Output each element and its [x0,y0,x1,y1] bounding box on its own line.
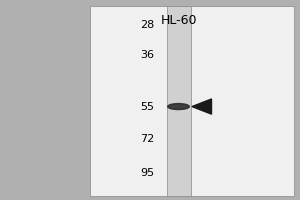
FancyBboxPatch shape [90,6,294,196]
Text: 28: 28 [140,20,154,30]
Text: HL-60: HL-60 [160,14,197,27]
Text: 36: 36 [140,50,154,60]
Text: 55: 55 [140,102,154,112]
Text: 95: 95 [140,168,154,178]
Bar [167,6,191,196]
Polygon shape [192,99,212,114]
Ellipse shape [168,104,189,110]
Text: 72: 72 [140,134,154,144]
